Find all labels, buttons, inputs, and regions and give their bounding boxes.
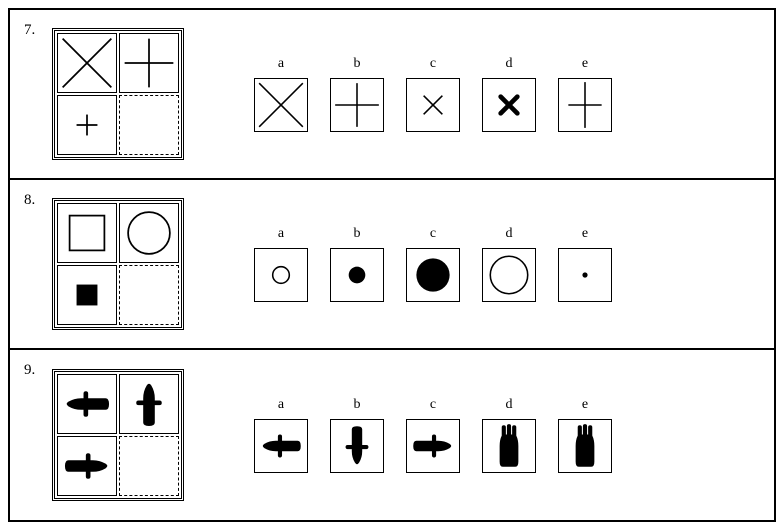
answer-list: a b c d e [254,226,612,302]
answer-box [254,419,308,473]
answer-label: a [278,56,284,72]
answer-option: e [558,226,612,302]
answer-box [558,419,612,473]
matrix [52,198,184,330]
answer-box [330,248,384,302]
answer-label: a [278,226,284,242]
answer-box [406,248,460,302]
answer-label: e [582,397,588,413]
answer-option: b [330,397,384,473]
answer-box [254,248,308,302]
answer-box [406,78,460,132]
matrix [52,369,184,501]
page: 7. a b c d e 8. a b c d e 9. a b c d e [8,8,776,522]
answer-option: e [558,397,612,473]
answer-label: b [354,56,361,72]
question-row: 7. a b c d e [10,10,774,180]
answer-label: d [506,226,513,242]
answer-box [482,248,536,302]
answer-option: a [254,226,308,302]
answer-label: c [430,397,436,413]
answer-option: c [406,56,460,132]
matrix [52,28,184,160]
matrix-cell [119,33,179,93]
answer-option: a [254,397,308,473]
answer-label: c [430,56,436,72]
answer-option: a [254,56,308,132]
answer-label: c [430,226,436,242]
answer-option: d [482,226,536,302]
matrix-cell [119,203,179,263]
matrix-cell [57,95,117,155]
answer-list: a b c d e [254,397,612,473]
question-number: 9. [24,362,52,379]
matrix-cell [57,436,117,496]
matrix-cell [119,95,179,155]
matrix-cell [119,436,179,496]
matrix-cell [57,203,117,263]
answer-box [330,78,384,132]
answer-option: c [406,226,460,302]
answer-option: c [406,397,460,473]
answer-option: b [330,56,384,132]
answer-label: b [354,226,361,242]
answer-option: d [482,397,536,473]
answer-list: a b c d e [254,56,612,132]
answer-label: e [582,56,588,72]
answer-option: e [558,56,612,132]
answer-box [482,419,536,473]
answer-label: a [278,397,284,413]
matrix-cell [57,265,117,325]
question-row: 9. a b c d e [10,350,774,520]
answer-box [482,78,536,132]
matrix-cell [119,265,179,325]
matrix-cell [57,33,117,93]
answer-option: b [330,226,384,302]
question-row: 8. a b c d e [10,180,774,350]
answer-box [558,248,612,302]
answer-box [406,419,460,473]
answer-label: d [506,397,513,413]
matrix-cell [119,374,179,434]
matrix-cell [57,374,117,434]
answer-label: e [582,226,588,242]
answer-label: d [506,56,513,72]
question-number: 8. [24,192,52,209]
question-number: 7. [24,22,52,39]
answer-box [558,78,612,132]
answer-option: d [482,56,536,132]
answer-label: b [354,397,361,413]
answer-box [330,419,384,473]
answer-box [254,78,308,132]
